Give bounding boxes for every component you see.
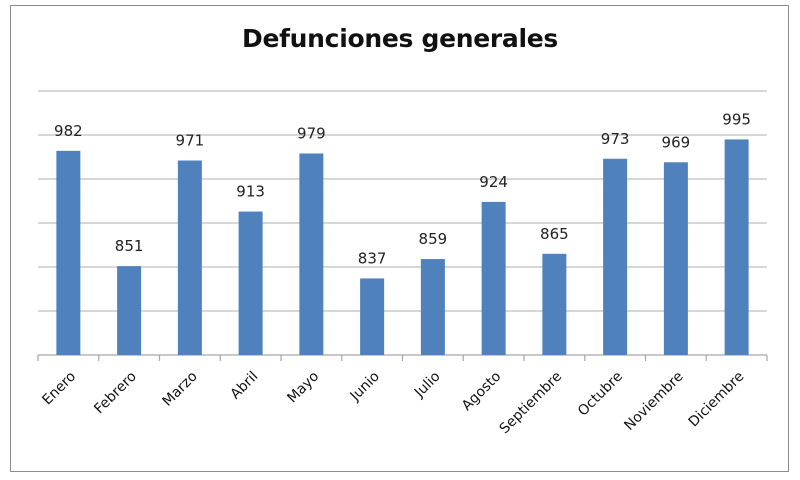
data-label: 982 xyxy=(54,122,83,140)
bar-septiembre xyxy=(542,253,567,355)
data-label: 924 xyxy=(479,173,508,191)
category-label: Febrero xyxy=(91,369,140,418)
bar-marzo xyxy=(177,160,202,355)
data-label: 979 xyxy=(297,124,326,142)
data-label: 973 xyxy=(601,130,630,148)
data-label: 865 xyxy=(540,225,569,243)
category-label: Agosto xyxy=(459,369,505,415)
category-label: Mayo xyxy=(284,369,322,407)
data-label: 913 xyxy=(236,183,265,201)
data-label: 971 xyxy=(176,132,205,150)
chart-title: Defunciones generales xyxy=(242,24,558,53)
category-label: Septiembre xyxy=(497,369,566,438)
category-label: Abril xyxy=(228,369,262,403)
data-label: 995 xyxy=(722,110,751,128)
category-label: Noviembre xyxy=(621,369,686,434)
category-label: Junio xyxy=(347,369,383,405)
bar-mayo xyxy=(299,153,324,355)
bar-agosto xyxy=(481,201,506,355)
category-label: Julio xyxy=(411,369,444,402)
category-label: Octubre xyxy=(575,369,626,420)
bar-noviembre xyxy=(663,162,688,355)
bar-julio xyxy=(420,259,445,355)
data-label: 969 xyxy=(662,133,691,151)
category-label: Enero xyxy=(39,369,79,409)
data-label: 851 xyxy=(115,237,144,255)
chart-frame xyxy=(10,5,789,472)
bar-diciembre xyxy=(724,139,749,355)
bar-junio xyxy=(360,278,385,355)
bar-enero xyxy=(56,150,81,355)
category-label: Marzo xyxy=(159,369,200,410)
bar-octubre xyxy=(603,158,628,355)
data-label: 837 xyxy=(358,249,387,267)
category-label: Diciembre xyxy=(686,369,748,431)
bar-febrero xyxy=(117,266,142,355)
bar-abril xyxy=(238,211,263,355)
data-label: 859 xyxy=(419,230,448,248)
